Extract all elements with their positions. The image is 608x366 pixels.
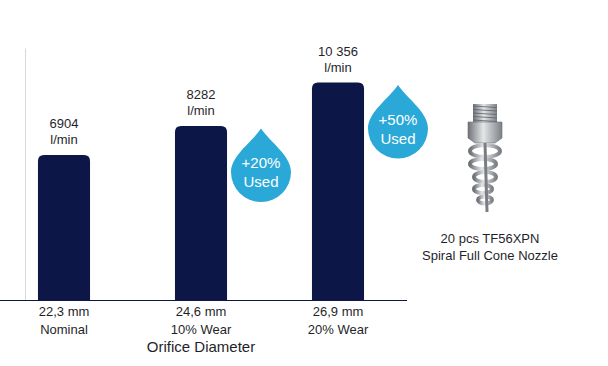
x-tick-label: 24,6 mm 10% Wear (171, 304, 232, 337)
nozzle-spiral (474, 185, 492, 193)
x-tick-label-line: 24,6 mm (176, 304, 227, 319)
data-label-line: l/min (187, 103, 214, 118)
nozzle-stem (485, 143, 487, 212)
x-tick: 24,6 mm 10% Wear (171, 300, 232, 337)
annotation: +50% Used (379, 111, 418, 147)
x-tick-label-line: 20% Wear (308, 322, 369, 337)
x-tick-label: 26,9 mm 20% Wear (308, 304, 369, 337)
data-label-line: 6904 (50, 116, 79, 131)
caption-line: 20 pcs TF56XPN (441, 231, 540, 246)
caption: 20 pcs TF56XPN Spiral Full Cone Nozzle (422, 231, 558, 263)
x-axis-title: Orifice Diameter (147, 338, 255, 355)
annotation-line: Used (380, 130, 415, 147)
x-tick: 22,3 mm Nominal (39, 300, 90, 337)
annotation-line: +50% (379, 111, 418, 128)
x-tick-label: 22,3 mm Nominal (39, 304, 90, 337)
caption-line: Spiral Full Cone Nozzle (422, 248, 558, 263)
nozzle-spiral (478, 197, 492, 204)
data-labels: 6904l/min8282l/min10 356l/min (50, 44, 358, 147)
x-tick-label-line: Nominal (40, 322, 88, 337)
data-label: 8282l/min (187, 87, 216, 118)
y-axis-line (25, 49, 26, 301)
nozzle-thread-line (473, 113, 497, 115)
annotation-line: +20% (242, 154, 281, 171)
data-label: 10 356l/min (318, 44, 358, 75)
data-label-line: l/min (324, 60, 351, 75)
bars (38, 83, 364, 300)
bar (38, 155, 90, 300)
data-label-line: 8282 (187, 87, 216, 102)
nozzle-spiral (470, 159, 496, 169)
x-tick-label-line: 10% Wear (171, 322, 232, 337)
x-tick-label-line: 22,3 mm (39, 304, 90, 319)
data-label-line: 10 356 (318, 44, 358, 59)
nozzle-hex (468, 122, 502, 143)
bar (312, 83, 364, 300)
x-tick: 26,9 mm 20% Wear (308, 300, 369, 337)
nozzle-icon (468, 104, 502, 212)
drop (231, 129, 291, 203)
drop (368, 85, 428, 159)
x-tick-label-line: 26,9 mm (313, 304, 364, 319)
annotation-line: Used (243, 173, 278, 190)
nozzle-thread-line (473, 117, 497, 119)
nozzle-thread-line (473, 110, 497, 112)
chart: 22,3 mm Nominal 24,6 mm 10% Wear 26,9 mm 20% … (0, 0, 608, 366)
annotation: +20% Used (242, 154, 281, 190)
data-label: 6904l/min (50, 116, 79, 147)
annotations: +20% Used +50% Used (231, 85, 428, 202)
bar (175, 126, 227, 300)
x-axis-line (0, 300, 407, 301)
nozzle-thread (473, 104, 497, 122)
y-axis (25, 49, 26, 301)
nozzle-thread-line (473, 106, 497, 108)
data-label-line: l/min (50, 132, 77, 147)
x-axis: 22,3 mm Nominal 24,6 mm 10% Wear 26,9 mm 20% … (0, 300, 407, 337)
nozzle-thread-line (473, 120, 497, 122)
